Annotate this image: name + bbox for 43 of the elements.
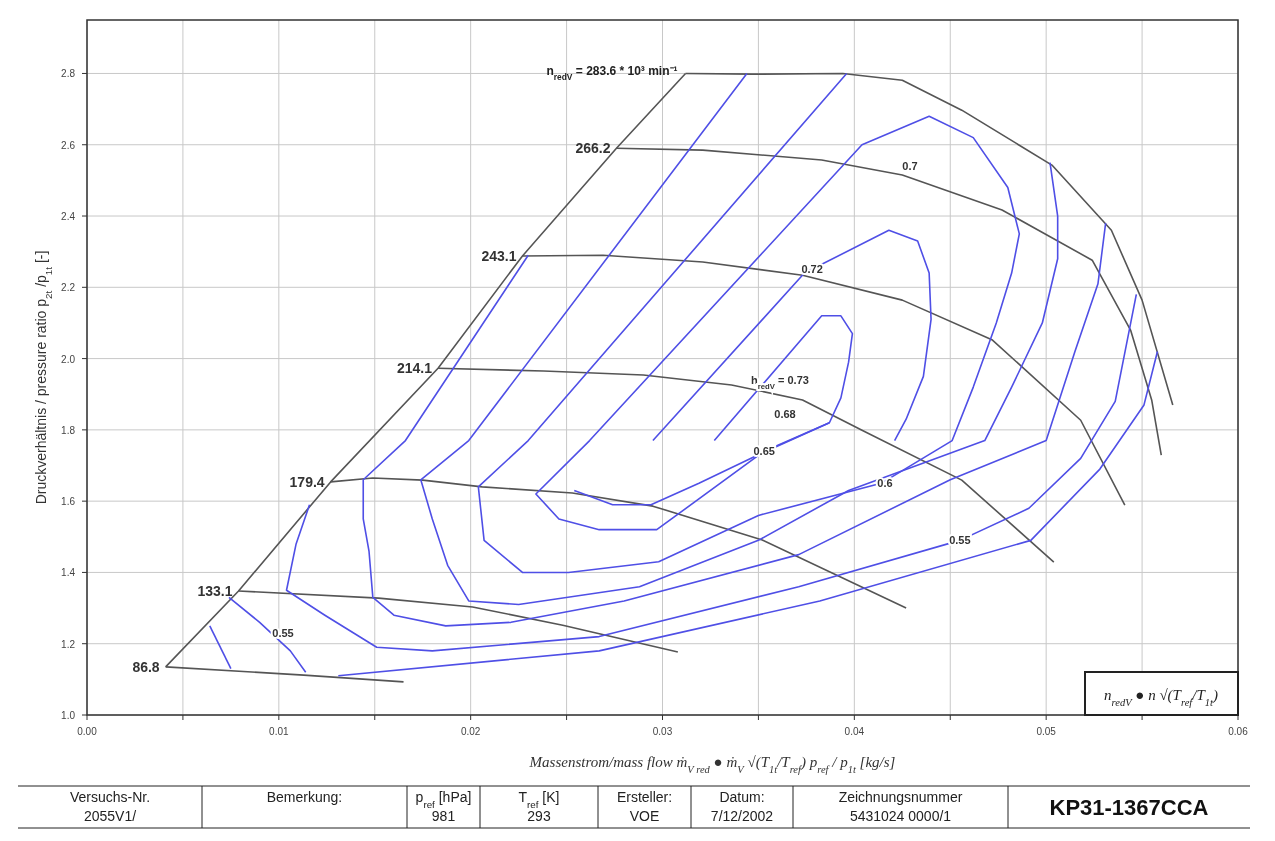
text: Datum: [719, 789, 765, 805]
series-label: 179.4 [289, 473, 325, 490]
text: 293 [527, 808, 551, 824]
y-tick-label: 1.4 [61, 567, 76, 579]
text: Ersteller: [616, 789, 673, 805]
x-tick-label: 0.06 [1228, 726, 1249, 737]
text: Zeichnungsnummer [838, 789, 963, 805]
text: KP31-1367CCA [1049, 795, 1209, 820]
y-tick-label: 1.2 [61, 638, 76, 650]
text: T$_{ref}$ [K] [518, 789, 560, 810]
text: 2055V1/ [83, 808, 137, 824]
annotation: n$_{redV}$ ● n √(T$_{ref}$/T$_{1t}$) [1104, 687, 1218, 708]
y-tick-label: 2.0 [61, 353, 76, 365]
y-tick-label: 1.0 [61, 710, 76, 721]
y-tick-label: 2.6 [61, 139, 76, 151]
annotation: 0.7 [902, 160, 918, 172]
y-tick-label: 1.8 [61, 424, 76, 436]
text: Versuchs-Nr. [69, 789, 151, 805]
x-tick-label: 0.02 [460, 726, 481, 737]
y-tick-label: 2.8 [61, 68, 76, 80]
text: 7/12/2002 [710, 808, 774, 824]
y-tick-label: 1.6 [61, 496, 76, 508]
series-label: 133.1 [197, 582, 233, 599]
text: p$_{ref}$ [hPa] [415, 789, 472, 810]
text: Massenstrom/mass flow ṁ$_{V red}$ ● ṁ$_{V}$ √(T$_{1t}$/T$_{ref}$) p$_{ref}$ / p$_{1t}$ [kg/s] [529, 754, 896, 775]
y-tick-label: 2.4 [61, 211, 76, 223]
x-tick-label: 0.01 [269, 726, 289, 737]
series-label: n$_{redV}$ = 283.6 * 10³ min⁻¹ [546, 64, 678, 83]
x-tick-label: 0.00 [77, 726, 98, 737]
series-label: 214.1 [397, 360, 433, 377]
series-label: 86.8 [132, 658, 160, 675]
series-label: 243.1 [481, 247, 517, 264]
x-tick-label: 0.05 [1036, 726, 1057, 737]
annotation: 0.68 [774, 408, 796, 420]
x-tick-label: 0.03 [652, 726, 673, 737]
series-label: 266.2 [575, 140, 611, 157]
text: VOE [629, 808, 660, 824]
text: 981 [431, 808, 456, 824]
text: 5431024 0000/1 [849, 808, 952, 824]
x-tick-label: 0.04 [844, 726, 865, 737]
y-tick-label: 2.2 [61, 282, 76, 294]
annotation: 0.55 [272, 627, 294, 639]
text: Bemerkung: [266, 789, 343, 805]
